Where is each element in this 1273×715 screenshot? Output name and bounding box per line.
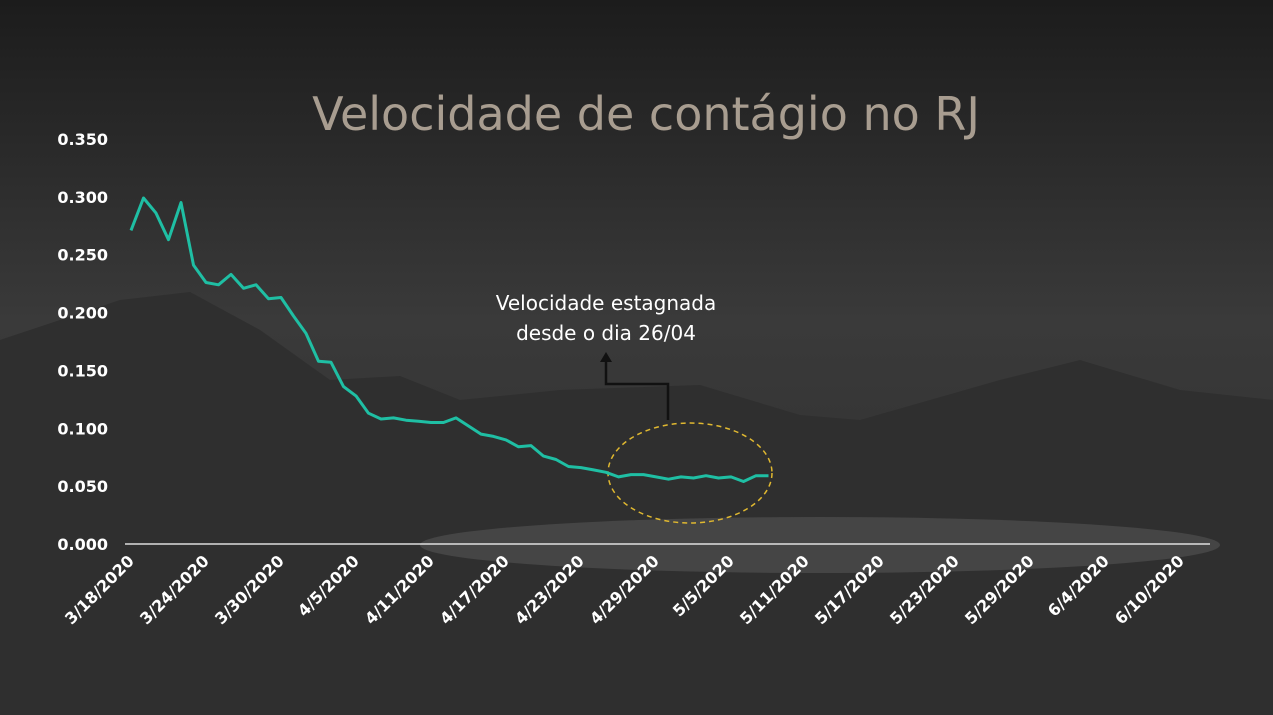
y-tick-label: 0.000 xyxy=(57,535,108,554)
chart-title: Velocidade de contágio no RJ xyxy=(312,87,980,141)
lagoon xyxy=(420,517,1220,573)
arrow-head xyxy=(600,352,612,362)
annotation-arrow xyxy=(604,360,670,420)
y-tick-label: 0.100 xyxy=(57,419,108,438)
series-line xyxy=(129,196,769,483)
y-tick-label: 0.350 xyxy=(57,130,108,149)
y-tick-label: 0.300 xyxy=(57,188,108,207)
annotation: Velocidade estagnada xyxy=(496,291,717,315)
y-tick-label: 0.050 xyxy=(57,477,108,496)
y-tick-label: 0.250 xyxy=(57,246,108,265)
y-tick-label: 0.150 xyxy=(57,361,108,380)
landscape xyxy=(0,292,1273,715)
y-tick-label: 0.200 xyxy=(57,304,108,323)
annotation: desde o dia 26/04 xyxy=(516,321,696,345)
